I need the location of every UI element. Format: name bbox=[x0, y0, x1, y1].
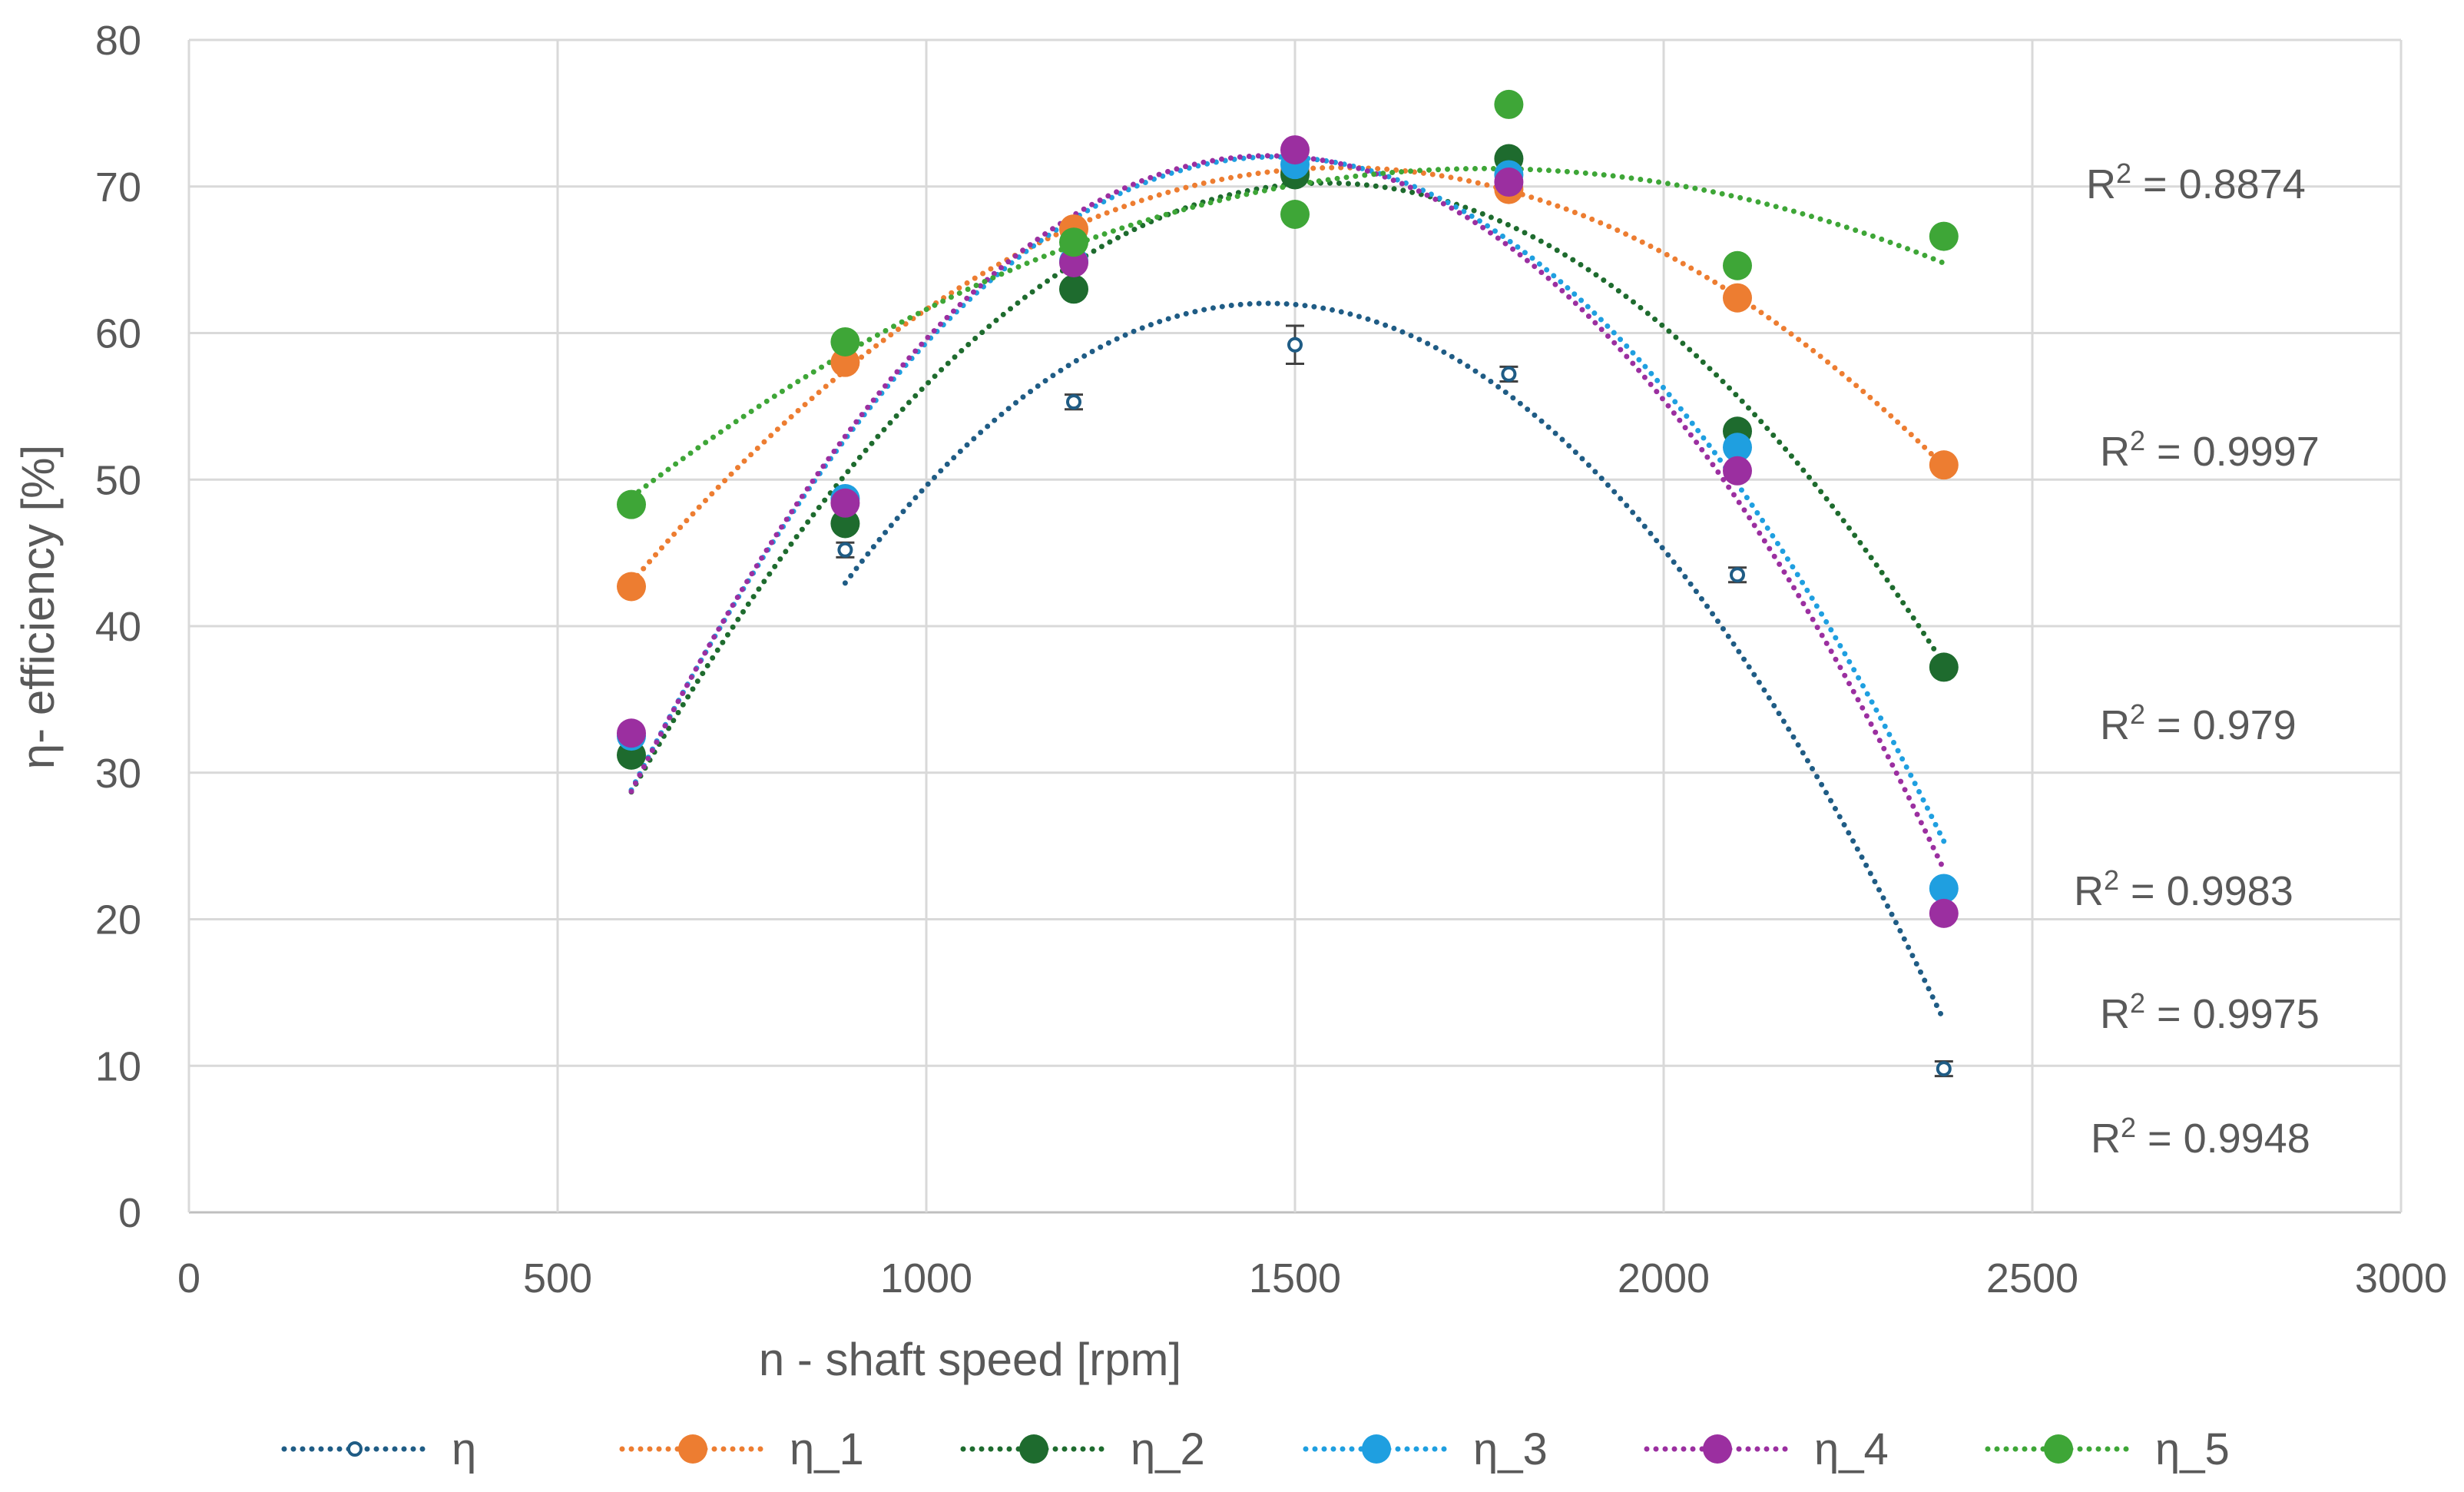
point-η_4 bbox=[830, 488, 860, 518]
legend-label: η bbox=[452, 1424, 476, 1474]
point-η_1 bbox=[1929, 450, 1959, 480]
y-tick-label: 50 bbox=[95, 457, 141, 503]
x-tick-label: 2000 bbox=[1618, 1255, 1710, 1301]
point-η bbox=[1936, 1061, 1952, 1077]
x-tick-labels: 0 500 1000 1500 2000 2500 3000 bbox=[177, 1255, 2447, 1301]
x-tick-label: 2500 bbox=[1986, 1255, 2078, 1301]
point-η bbox=[1730, 567, 1745, 583]
point-η_4 bbox=[1280, 135, 1310, 165]
point-η bbox=[1287, 337, 1303, 353]
x-tick-label: 3000 bbox=[2355, 1255, 2447, 1301]
legend-item-η_1: η_1 bbox=[619, 1424, 864, 1474]
legend-label: η_1 bbox=[790, 1424, 864, 1474]
legend-item-η_5: η_5 bbox=[1985, 1424, 2230, 1474]
legend-item-η_4: η_4 bbox=[1644, 1424, 1889, 1474]
data-points bbox=[617, 89, 1959, 1077]
point-η_5 bbox=[1059, 227, 1088, 257]
point-η_1 bbox=[1723, 283, 1752, 313]
legend-label: η_4 bbox=[1814, 1424, 1889, 1474]
x-tick-label: 1000 bbox=[880, 1255, 972, 1301]
legend-marker bbox=[1362, 1434, 1391, 1464]
y-axis-title: η- efficiency [%] bbox=[12, 445, 64, 769]
point-η_3 bbox=[1723, 433, 1752, 463]
point-η_4 bbox=[617, 718, 646, 748]
r-squared-label: R2 = 0.9997 bbox=[2100, 425, 2320, 475]
point-η_5 bbox=[617, 489, 646, 519]
x-axis-title: n - shaft speed [rpm] bbox=[759, 1334, 1181, 1385]
r-squared-label: R2 = 0.9975 bbox=[2100, 987, 2320, 1037]
legend-label: η_2 bbox=[1131, 1424, 1205, 1474]
point-η_5 bbox=[830, 327, 860, 356]
point-η bbox=[837, 542, 853, 558]
point-η_3 bbox=[1929, 874, 1959, 903]
y-tick-label: 40 bbox=[95, 604, 141, 650]
gridlines bbox=[187, 38, 2403, 1214]
point-η_4 bbox=[1059, 247, 1088, 277]
legend-marker bbox=[1019, 1434, 1048, 1464]
r-squared-annotations: R2 = 0.8874 R2 = 0.9997 R2 = 0.979 R2 = 0.9… bbox=[2074, 157, 2320, 1162]
point-η_2 bbox=[830, 509, 860, 539]
legend-marker bbox=[1703, 1434, 1732, 1464]
y-tick-label: 0 bbox=[118, 1190, 141, 1236]
y-tick-label: 80 bbox=[95, 18, 141, 64]
legend-marker bbox=[678, 1434, 707, 1464]
r-squared-label: R2 = 0.8874 bbox=[2086, 157, 2306, 207]
y-tick-label: 70 bbox=[95, 164, 141, 211]
point-η_5 bbox=[1723, 250, 1752, 280]
point-η_4 bbox=[1494, 167, 1524, 197]
legend-label: η_3 bbox=[1473, 1424, 1548, 1474]
point-η_4 bbox=[1723, 456, 1752, 486]
point-η_5 bbox=[1494, 89, 1524, 119]
r-squared-label: R2 = 0.9983 bbox=[2074, 864, 2293, 914]
point-η_4 bbox=[1929, 898, 1959, 928]
trendline-η bbox=[842, 300, 1947, 1023]
legend-item-η: η bbox=[281, 1424, 476, 1474]
y-tick-label: 60 bbox=[95, 311, 141, 357]
legend: η η_1 η_2 η_3 η_4 η_5 bbox=[281, 1424, 2230, 1474]
point-η_2 bbox=[1929, 652, 1959, 682]
point-η bbox=[1501, 366, 1517, 382]
x-tick-label: 1500 bbox=[1249, 1255, 1341, 1301]
x-tick-label: 0 bbox=[177, 1255, 200, 1301]
point-η_5 bbox=[1929, 221, 1959, 251]
r-squared-label: R2 = 0.9948 bbox=[2091, 1112, 2310, 1162]
legend-marker bbox=[347, 1441, 363, 1457]
legend-label: η_5 bbox=[2155, 1424, 2230, 1474]
r-squared-label: R2 = 0.979 bbox=[2100, 698, 2297, 748]
legend-item-η_3: η_3 bbox=[1303, 1424, 1548, 1474]
legend-marker bbox=[2044, 1434, 2073, 1464]
legend-item-η_2: η_2 bbox=[960, 1424, 1205, 1474]
point-η_2 bbox=[1059, 274, 1088, 304]
x-tick-label: 500 bbox=[523, 1255, 592, 1301]
point-η_1 bbox=[830, 347, 860, 377]
y-tick-label: 20 bbox=[95, 897, 141, 943]
y-tick-label: 10 bbox=[95, 1043, 141, 1089]
y-tick-label: 30 bbox=[95, 751, 141, 797]
point-η_1 bbox=[617, 572, 646, 602]
point-η_5 bbox=[1280, 199, 1310, 229]
y-tick-labels: 0 10 20 30 40 50 60 70 80 bbox=[95, 18, 141, 1236]
point-η bbox=[1066, 394, 1081, 410]
